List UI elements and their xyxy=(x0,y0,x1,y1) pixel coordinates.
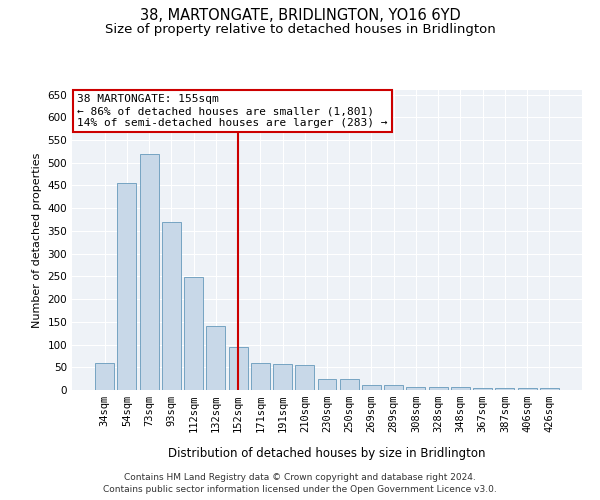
Bar xyxy=(184,278,203,390)
Bar xyxy=(340,378,359,390)
Bar xyxy=(317,378,337,390)
Bar xyxy=(206,326,225,390)
Bar xyxy=(451,388,470,390)
Y-axis label: Number of detached properties: Number of detached properties xyxy=(32,152,42,328)
Bar xyxy=(162,222,181,390)
Bar xyxy=(362,386,381,390)
Bar xyxy=(118,183,136,390)
Text: Distribution of detached houses by size in Bridlington: Distribution of detached houses by size … xyxy=(168,448,486,460)
Bar xyxy=(496,388,514,390)
Bar xyxy=(406,387,425,390)
Bar xyxy=(473,388,492,390)
Bar xyxy=(429,388,448,390)
Text: Contains HM Land Registry data © Crown copyright and database right 2024.
Contai: Contains HM Land Registry data © Crown c… xyxy=(103,472,497,494)
Bar xyxy=(384,384,403,390)
Bar xyxy=(540,388,559,390)
Bar xyxy=(251,362,270,390)
Bar xyxy=(229,347,248,390)
Bar xyxy=(295,365,314,390)
Text: 38 MARTONGATE: 155sqm
← 86% of detached houses are smaller (1,801)
14% of semi-d: 38 MARTONGATE: 155sqm ← 86% of detached … xyxy=(77,94,388,128)
Bar xyxy=(140,154,158,390)
Text: Size of property relative to detached houses in Bridlington: Size of property relative to detached ho… xyxy=(104,22,496,36)
Bar xyxy=(273,364,292,390)
Text: 38, MARTONGATE, BRIDLINGTON, YO16 6YD: 38, MARTONGATE, BRIDLINGTON, YO16 6YD xyxy=(140,8,460,22)
Bar xyxy=(95,362,114,390)
Bar xyxy=(518,388,536,390)
